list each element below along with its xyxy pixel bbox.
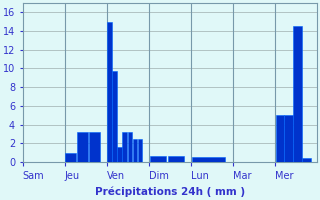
Bar — [107, 22, 112, 162]
Bar — [133, 139, 137, 162]
X-axis label: Précipitations 24h ( mm ): Précipitations 24h ( mm ) — [95, 187, 245, 197]
Bar — [128, 132, 132, 162]
Bar — [192, 157, 225, 162]
Bar — [276, 115, 284, 162]
Bar — [123, 132, 127, 162]
Bar — [302, 158, 310, 162]
Bar — [65, 153, 76, 162]
Bar — [293, 26, 302, 162]
Bar — [117, 147, 122, 162]
Bar — [284, 115, 293, 162]
Bar — [150, 156, 166, 162]
Bar — [77, 132, 88, 162]
Bar — [168, 156, 184, 162]
Bar — [89, 132, 100, 162]
Bar — [112, 71, 117, 162]
Bar — [138, 139, 142, 162]
